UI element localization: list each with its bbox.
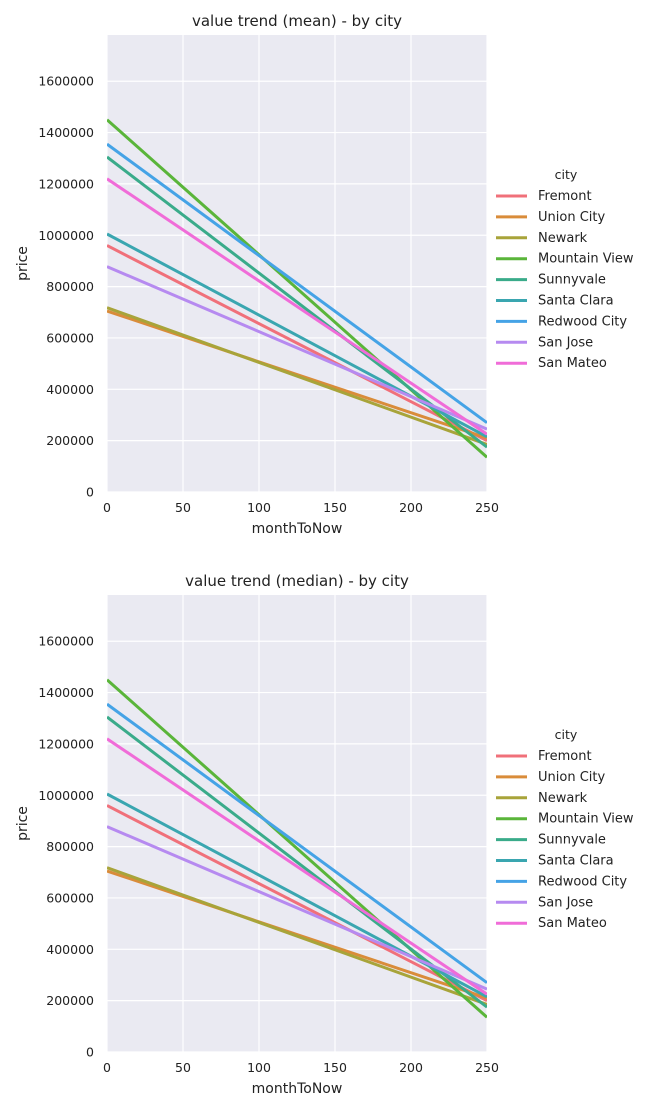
series-line-sunnyvale: [107, 715, 487, 1009]
legend-label-mountain-view: Mountain View: [538, 252, 634, 267]
y-axis-label: price: [15, 246, 31, 281]
x-tick-label: 200: [399, 500, 423, 515]
x-axis-label: monthToNow: [252, 1081, 343, 1097]
x-tick-label: 50: [175, 500, 191, 515]
series-line-san-mateo: [107, 737, 487, 996]
y-tick-label: 0: [86, 1045, 94, 1060]
legend-label-sunnyvale: Sunnyvale: [538, 833, 606, 848]
legend-label-san-mateo: San Mateo: [538, 916, 607, 931]
x-axis-label: monthToNow: [252, 521, 343, 537]
legend-label-mountain-view: Mountain View: [538, 812, 634, 827]
legend-label-san-mateo: San Mateo: [538, 356, 607, 371]
legend-label-san-jose: San Jose: [538, 335, 593, 350]
y-axis-label: price: [15, 806, 31, 841]
legend-label-san-jose: San Jose: [538, 895, 593, 910]
chart-title: value trend (mean) - by city: [192, 12, 402, 30]
series-line-redwood-city: [107, 142, 487, 424]
legend-label-redwood-city: Redwood City: [538, 874, 627, 889]
y-tick-label: 800000: [46, 839, 94, 854]
legend-label-newark: Newark: [538, 231, 588, 246]
x-tick-label: 50: [175, 1060, 191, 1075]
y-tick-label: 800000: [46, 279, 94, 294]
y-tick-label: 1200000: [38, 736, 94, 751]
legend-label-santa-clara: Santa Clara: [538, 854, 614, 869]
legend-label-newark: Newark: [538, 791, 588, 806]
legend-label-sunnyvale: Sunnyvale: [538, 273, 606, 288]
y-tick-label: 600000: [46, 330, 94, 345]
series-line-san-jose: [107, 825, 487, 991]
legend-label-union-city: Union City: [538, 210, 605, 225]
chart-1: value trend (mean) - by city 0 200000 40000…: [15, 12, 634, 537]
y-tick-label: 200000: [46, 993, 94, 1008]
y-tick-label: 400000: [46, 382, 94, 397]
series-line-fremont: [107, 804, 487, 1003]
x-tick-label: 250: [475, 1060, 499, 1075]
y-tick-label: 1000000: [38, 788, 94, 803]
chart-title: value trend (median) - by city: [185, 572, 409, 590]
series-line-newark: [107, 866, 487, 1006]
y-tick-label: 200000: [46, 433, 94, 448]
legend-title: city: [555, 167, 578, 182]
series-line-fremont: [107, 244, 487, 443]
legend-label-union-city: Union City: [538, 770, 605, 785]
legend-title: city: [555, 727, 578, 742]
chart-2: value trend (median) - by city 0 200000 400…: [15, 572, 634, 1097]
legend-label-santa-clara: Santa Clara: [538, 294, 614, 309]
y-tick-label: 1400000: [38, 125, 94, 140]
series-line-sunnyvale: [107, 155, 487, 449]
legend-label-redwood-city: Redwood City: [538, 314, 627, 329]
y-tick-label: 600000: [46, 890, 94, 905]
x-tick-label: 0: [103, 500, 111, 515]
series-group: [107, 678, 487, 1019]
y-tick-label: 400000: [46, 942, 94, 957]
y-tick-label: 1200000: [38, 176, 94, 191]
series-line-san-jose: [107, 265, 487, 431]
series-group: [107, 118, 487, 459]
x-tick-label: 0: [103, 1060, 111, 1075]
x-tick-label: 150: [323, 1060, 347, 1075]
y-tick-label: 0: [86, 485, 94, 500]
legend-label-fremont: Fremont: [538, 189, 592, 204]
series-line-newark: [107, 306, 487, 446]
y-tick-label: 1600000: [38, 74, 94, 89]
legend-label-fremont: Fremont: [538, 749, 592, 764]
y-tick-label: 1000000: [38, 228, 94, 243]
y-tick-label: 1400000: [38, 685, 94, 700]
series-line-san-mateo: [107, 177, 487, 436]
x-tick-label: 100: [247, 500, 271, 515]
series-line-redwood-city: [107, 702, 487, 984]
x-tick-label: 250: [475, 500, 499, 515]
x-tick-label: 100: [247, 1060, 271, 1075]
y-tick-label: 1600000: [38, 634, 94, 649]
x-tick-label: 200: [399, 1060, 423, 1075]
x-tick-label: 150: [323, 500, 347, 515]
